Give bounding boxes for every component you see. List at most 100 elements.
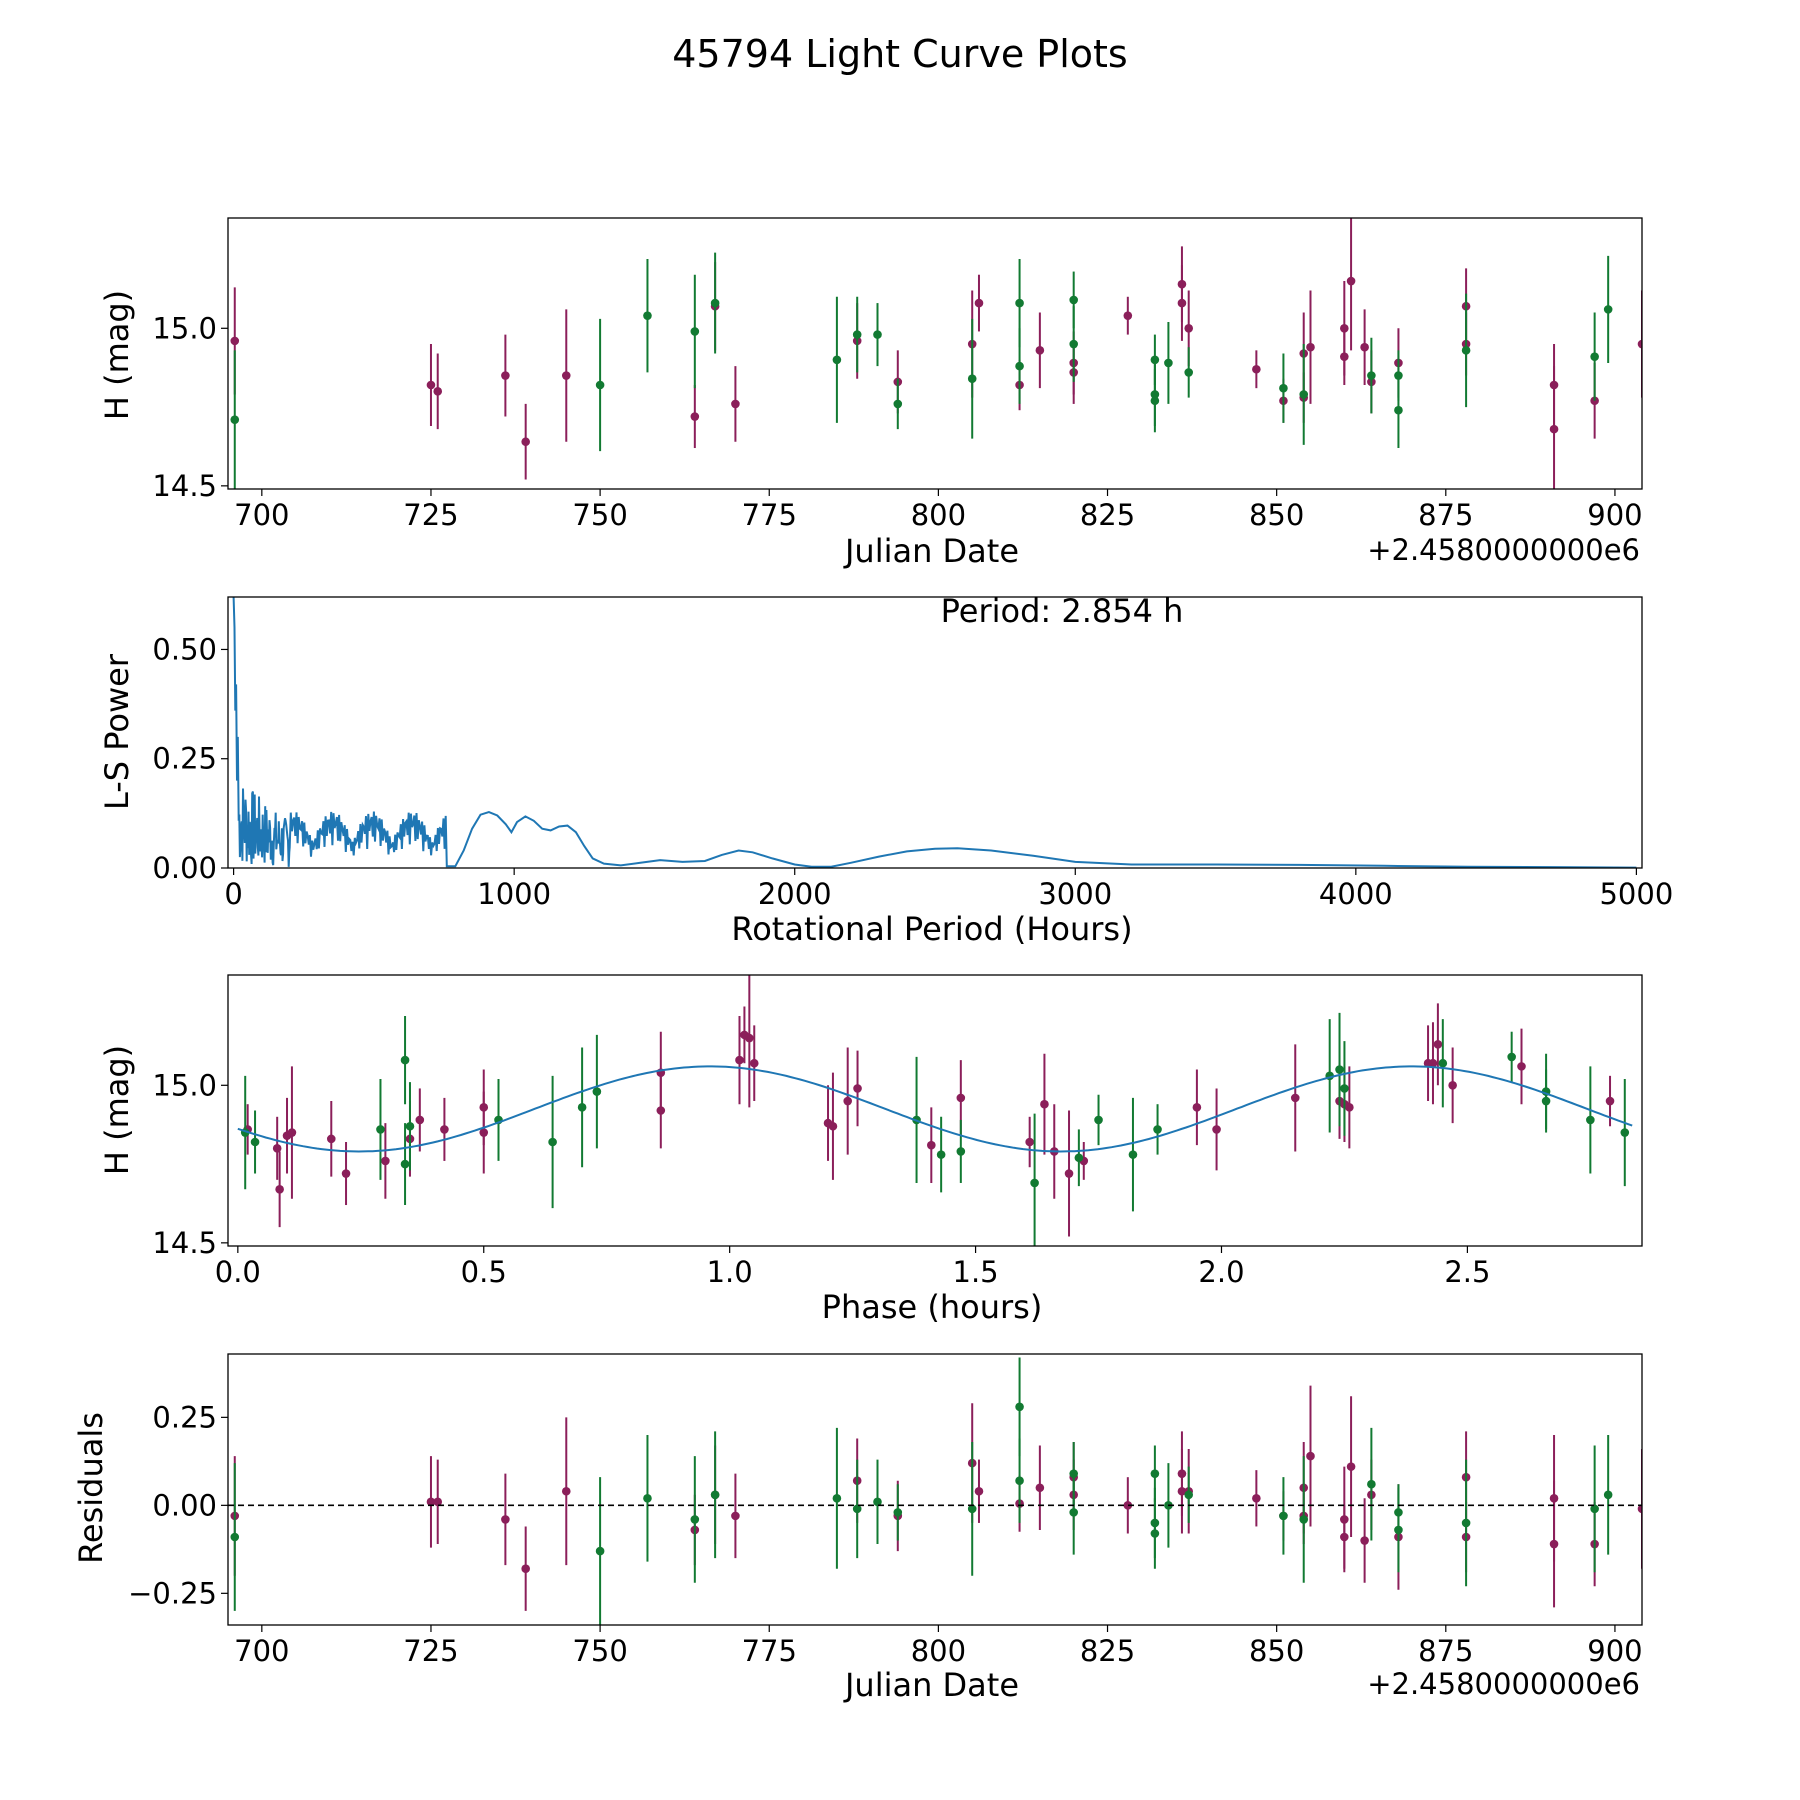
residuals-point: [1637, 1504, 1642, 1514]
phased-xtick-label: 0.0: [215, 1255, 261, 1289]
lightcurve-xtick-label: 800: [911, 498, 966, 532]
residuals-point: [1150, 1469, 1160, 1478]
lightcurve-ytick-label: 15.0: [152, 311, 217, 345]
phased-ytick-label: 15.0: [152, 1068, 217, 1102]
residuals-ytick-label: 0.00: [152, 1488, 217, 1522]
residuals-xtick-label: 825: [1080, 1634, 1135, 1668]
residuals-xtick-label: 700: [234, 1634, 289, 1668]
phased-point: [405, 1121, 415, 1131]
lightcurve-xtick-label: 875: [1418, 498, 1473, 532]
phased-xtick-label: 2.0: [1198, 1255, 1244, 1289]
lightcurve-point: [1279, 383, 1288, 393]
phased-point: [1335, 1065, 1344, 1074]
residuals-point: [731, 1511, 740, 1521]
lightcurve-point: [1150, 396, 1160, 406]
residuals-point: [501, 1515, 510, 1524]
periodogram-xtick-label: 5000: [1599, 877, 1673, 911]
phased-ylabel: H (mag): [98, 1045, 136, 1175]
lightcurve-xtick-label: 725: [403, 498, 458, 532]
periodogram-xlabel: Rotational Period (Hours): [731, 910, 1132, 948]
lightcurve-point: [1461, 346, 1471, 355]
lightcurve-point: [1637, 339, 1642, 349]
phased-point: [843, 1096, 853, 1106]
phased-ytick-label: 14.5: [152, 1226, 217, 1260]
residuals-point: [1299, 1515, 1309, 1524]
phased-point: [1094, 1115, 1103, 1125]
lightcurve-plot-area: [230, 218, 1642, 489]
residuals-point: [1015, 1402, 1024, 1412]
residuals-point: [521, 1564, 530, 1573]
periodogram-xtick-label: 4000: [1319, 877, 1393, 911]
residuals-point: [893, 1508, 903, 1517]
lightcurve-point: [852, 330, 862, 339]
lightcurve-point: [690, 412, 700, 421]
lightcurve-point: [873, 330, 882, 339]
residuals-point: [967, 1504, 977, 1514]
periodogram-ytick-label: 0.50: [152, 632, 217, 666]
residuals-point: [230, 1532, 240, 1542]
phased-axes-frame: [227, 974, 1643, 1247]
lightcurve-point: [1299, 390, 1309, 399]
phased-point: [1074, 1153, 1084, 1163]
phased-point: [956, 1093, 966, 1103]
residuals-panel: Julian Date Residuals +2.4580000000e6 70…: [72, 1353, 1643, 1704]
phased-point: [1128, 1150, 1138, 1159]
residuals-point: [561, 1486, 571, 1496]
residuals-point: [1340, 1532, 1349, 1542]
phased-panel: Phase (hours) H (mag) 0.0 0.5 1.0 1.5 2.0 2.5…: [98, 974, 1643, 1326]
residuals-point: [1069, 1508, 1078, 1517]
period-annotation: Period: 2.854 h: [941, 592, 1184, 630]
lightcurve-point: [1015, 361, 1024, 371]
phased-point: [1025, 1137, 1034, 1147]
lightcurve-point: [1252, 364, 1261, 374]
phased-point: [927, 1140, 936, 1150]
lightcurve-point: [1164, 358, 1173, 368]
residuals-point: [1123, 1501, 1133, 1510]
phased-point: [1345, 1103, 1354, 1112]
phased-point: [376, 1125, 385, 1134]
phased-point: [1438, 1058, 1448, 1068]
lightcurve-point: [1340, 352, 1349, 361]
lightcurve-xlabel: Julian Date: [843, 532, 1019, 570]
phased-point: [381, 1156, 390, 1166]
residuals-point: [710, 1490, 720, 1500]
residuals-point: [1035, 1483, 1045, 1493]
phased-point: [400, 1055, 410, 1065]
residuals-offset-label: +2.4580000000e6: [1367, 1667, 1640, 1701]
residuals-point: [1549, 1539, 1559, 1549]
residuals-point: [595, 1546, 605, 1556]
phased-point: [1541, 1096, 1551, 1106]
residuals-point: [433, 1497, 443, 1507]
lightcurve-point: [1177, 298, 1187, 308]
lightcurve-xtick-label: 700: [234, 498, 289, 532]
lightcurve-point: [1150, 355, 1160, 365]
lightcurve-point: [501, 371, 510, 380]
periodogram-ylabel: L-S Power: [98, 653, 136, 810]
lightcurve-point: [1603, 305, 1613, 314]
phased-point: [1192, 1103, 1202, 1112]
phased-point: [440, 1125, 449, 1134]
lightcurve-point: [1184, 368, 1194, 377]
periodogram-line: [232, 597, 1637, 868]
residuals-xtick-label: 725: [403, 1634, 458, 1668]
figure-title: 45794 Light Curve Plots: [672, 32, 1127, 76]
residuals-plot-area: [228, 1357, 1642, 1625]
phased-xtick-label: 2.5: [1444, 1255, 1490, 1289]
periodogram-ytick-label: 0.00: [152, 851, 217, 885]
residuals-xtick-label: 750: [572, 1634, 627, 1668]
phased-point: [250, 1137, 260, 1147]
lightcurve-point: [1346, 276, 1356, 286]
lightcurve-point: [1590, 352, 1599, 361]
residuals-point: [1252, 1493, 1261, 1503]
residuals-xtick-label: 775: [742, 1634, 797, 1668]
residuals-point: [1177, 1486, 1187, 1496]
lightcurve-point: [230, 336, 240, 346]
residuals-xtick-label: 800: [911, 1634, 966, 1668]
residuals-ytick-label: 0.25: [152, 1400, 217, 1434]
phased-point: [1290, 1093, 1300, 1103]
lightcurve-point: [1306, 342, 1315, 352]
periodogram-plot-area: [232, 597, 1637, 868]
lightcurve-ytick-label: 14.5: [152, 469, 217, 503]
phased-point: [275, 1184, 284, 1194]
lightcurve-xtick-label: 850: [1249, 498, 1304, 532]
